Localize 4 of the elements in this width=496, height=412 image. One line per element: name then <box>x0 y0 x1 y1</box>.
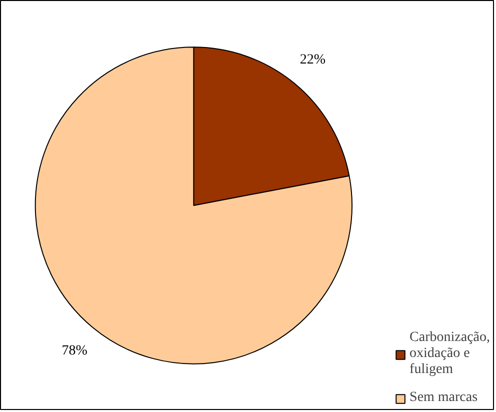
data-label: 22% <box>300 52 326 68</box>
legend-label: Sem marcas <box>410 390 478 406</box>
data-label: 78% <box>62 344 88 359</box>
legend-label: Carbonização, oxidação e fuligem <box>410 330 490 378</box>
